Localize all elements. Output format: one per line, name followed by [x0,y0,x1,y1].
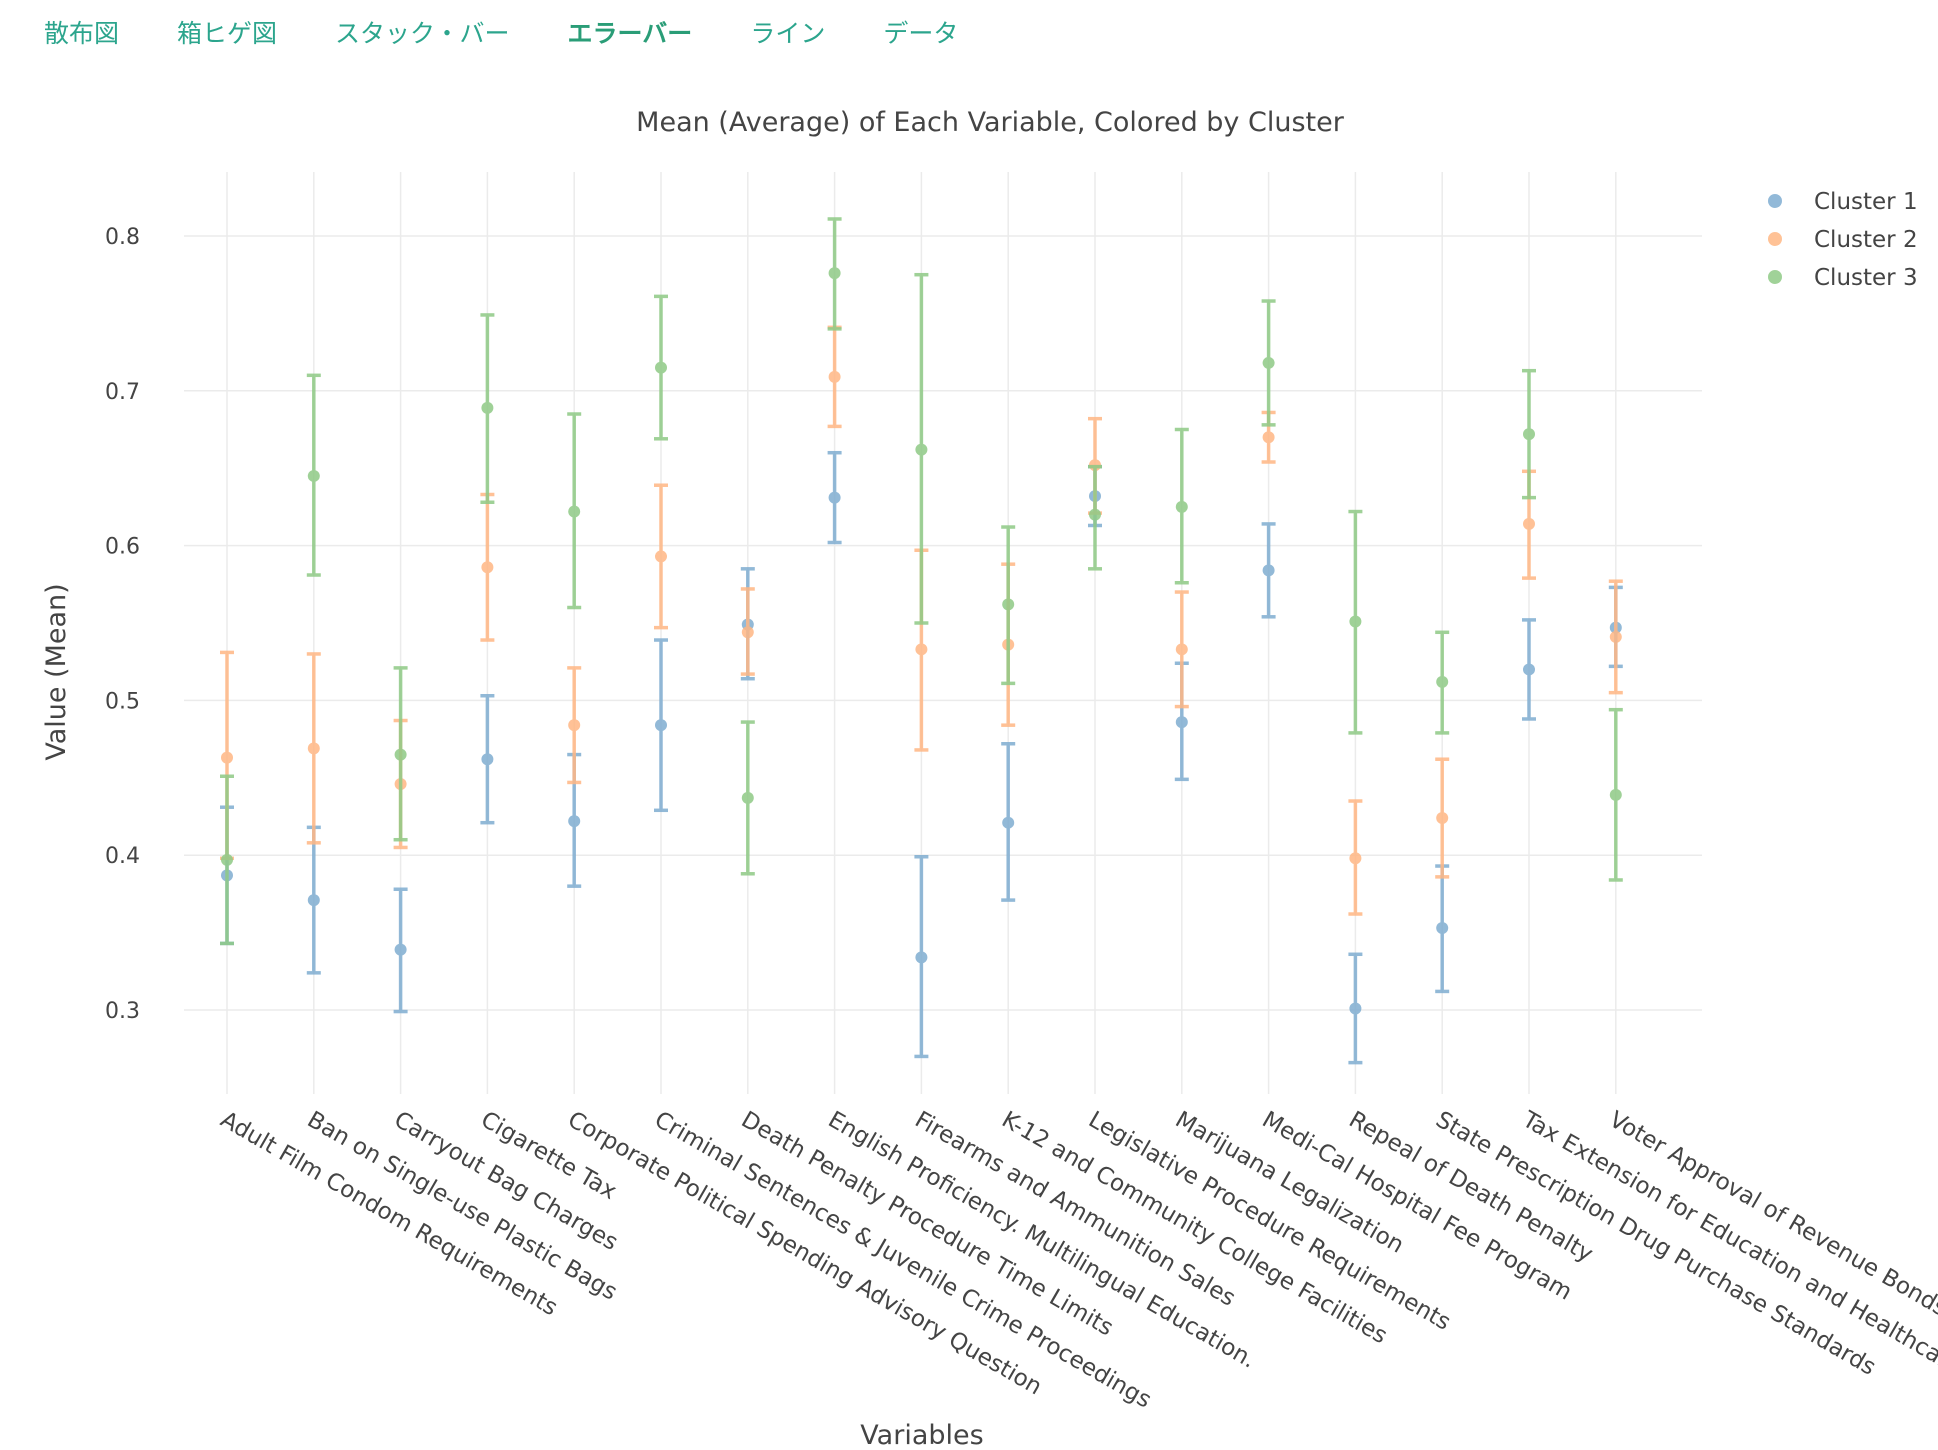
data-point[interactable] [655,361,667,374]
data-point[interactable] [828,370,841,383]
data-point[interactable] [1262,356,1275,369]
data-point[interactable] [1349,852,1362,865]
legend-label: Cluster 1 [1814,189,1918,215]
data-point[interactable] [655,719,667,732]
tab-data[interactable]: データ [883,19,959,48]
data-point[interactable] [568,719,581,732]
x-axis-title: Variables [860,1420,983,1450]
data-point[interactable] [1175,643,1188,656]
tab-boxplot[interactable]: 箱ヒゲ図 [177,19,278,48]
data-point[interactable] [568,815,581,828]
data-point[interactable] [1262,431,1275,444]
legend-label: Cluster 2 [1814,227,1918,253]
y-tick-label: 0.6 [105,535,140,560]
data-point[interactable] [1002,816,1015,829]
data-point[interactable] [307,894,320,907]
legend-marker [1768,232,1782,246]
data-point[interactable] [1349,615,1362,628]
data-point[interactable] [481,753,494,766]
legend[interactable]: Cluster 1 Cluster 2 Cluster 3 [1768,189,1918,291]
data-point[interactable] [1436,921,1449,934]
data-point[interactable] [1436,675,1449,688]
y-tick-label: 0.5 [105,689,140,714]
data-point[interactable] [1002,598,1015,611]
y-tick-label: 0.3 [105,999,140,1024]
data-point[interactable] [741,791,754,804]
series-1 [220,450,1623,1065]
data-point[interactable] [568,505,581,518]
y-axis: 0.3 0.4 0.5 0.6 0.7 0.8 [105,225,140,1024]
tab-stacked-bar[interactable]: スタック・バー [335,19,510,48]
legend-item-cluster-1[interactable]: Cluster 1 [1768,189,1918,215]
data-point[interactable] [915,643,928,656]
data-point[interactable] [1523,517,1535,530]
data-point[interactable] [221,751,233,764]
data-point[interactable] [481,561,494,574]
data-point[interactable] [1349,1002,1362,1015]
data-point[interactable] [307,469,320,482]
y-axis-title: Value (Mean) [41,583,72,760]
data-point[interactable] [828,491,841,504]
data-point[interactable] [481,401,494,414]
tab-scatter[interactable]: 散布図 [44,19,120,48]
data-point[interactable] [741,626,754,639]
data-point[interactable] [1609,788,1622,801]
data-point[interactable] [1609,630,1622,643]
data-point[interactable] [1523,428,1535,441]
legend-item-cluster-3[interactable]: Cluster 3 [1768,265,1918,291]
data-point[interactable] [655,550,667,563]
tab-errorbar[interactable]: エラーバー [567,19,693,48]
data-point[interactable] [828,267,841,280]
data-point[interactable] [915,951,928,964]
data-point[interactable] [394,748,407,761]
data-point[interactable] [915,443,928,456]
chart-title: Mean (Average) of Each Variable, Colored… [636,107,1345,138]
data-point[interactable] [1089,508,1101,521]
data-point[interactable] [221,853,233,866]
legend-label: Cluster 3 [1814,265,1918,291]
series-3 [220,217,1623,946]
legend-marker [1768,194,1782,208]
legend-item-cluster-2[interactable]: Cluster 2 [1768,227,1918,253]
data-point[interactable] [1175,716,1188,729]
data-point[interactable] [1523,663,1535,676]
x-category-label: Voter Approval of Revenue Bonds [1605,1107,1938,1322]
chart-marks [220,217,1623,1065]
grid-lines [184,172,1702,1094]
data-point[interactable] [1262,564,1275,577]
tab-line[interactable]: ライン [750,19,826,48]
tab-bar: 散布図 箱ヒゲ図 スタック・バー エラーバー ライン データ [44,14,1016,50]
y-tick-label: 0.7 [105,380,140,405]
data-point[interactable] [307,742,320,755]
y-tick-label: 0.4 [105,844,140,869]
y-tick-label: 0.8 [105,225,140,250]
legend-marker [1768,270,1782,284]
data-point[interactable] [1436,812,1449,825]
data-point[interactable] [1175,500,1188,513]
data-point[interactable] [394,943,407,956]
